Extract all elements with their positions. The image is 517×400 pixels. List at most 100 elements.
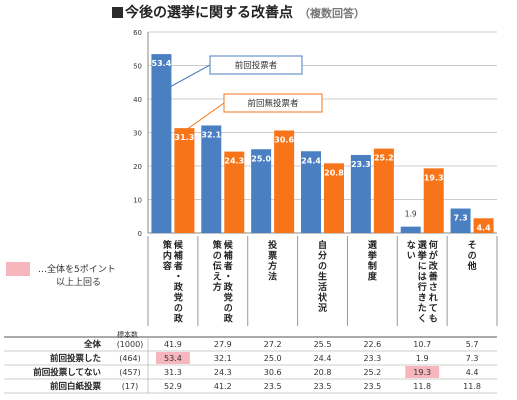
- table-cell-3-3: 23.5: [314, 382, 332, 391]
- table-cell-3-6: 11.8: [463, 382, 481, 391]
- category-label-1-char-0-0: 候: [224, 239, 234, 251]
- category-label-5-char-0-5: れ: [429, 293, 438, 304]
- legend-series-0-label: 前回投票者: [235, 60, 278, 71]
- category-label-1-char-1-0: 策: [212, 239, 223, 251]
- chart-subtitle: （複数回答）: [299, 7, 365, 20]
- category-label-5-char-0-0: 何: [429, 239, 438, 251]
- category-label-3-char-0-6: 況: [318, 302, 327, 314]
- category-label-5-char-1-7: く: [418, 314, 427, 325]
- table-cell-0-3: 25.5: [314, 340, 332, 349]
- bar-value-label-0-6: 7.3: [453, 214, 467, 223]
- category-label-5-char-1-3: は: [418, 272, 427, 283]
- category-label-1-char-0-5: 党: [224, 292, 233, 304]
- sample-size-header: 標本数: [117, 331, 138, 339]
- category-label-5-char-0-3: 善: [429, 271, 438, 283]
- category-label-1-char-0-4: 政: [224, 281, 234, 293]
- category-label-2-char-0-1: 票: [268, 250, 277, 262]
- category-label-5-char-0-7: も: [429, 314, 438, 325]
- bar-value-label-1-6: 4.4: [476, 223, 491, 232]
- category-label-4-char-0-2: 制: [368, 260, 377, 272]
- category-label-5-char-1-1: 挙: [417, 250, 428, 262]
- table-highlight-2-5: [405, 366, 440, 378]
- table-cell-2-6: 4.4: [466, 368, 479, 377]
- highlight-legend-line-1: …全体を5ポイント: [38, 265, 116, 275]
- category-label-0-char-0-3: ・: [174, 273, 183, 283]
- category-label-1-char-0-3: ・: [224, 273, 233, 283]
- chart-title: 今後の選挙に関する改善点 （複数回答）: [112, 2, 365, 22]
- category-label-0-char-0-7: 政: [174, 313, 184, 325]
- table-row-n-2: (457): [119, 368, 141, 377]
- category-label-5-char-2-0: な: [407, 240, 416, 251]
- y-tick-label-40: 40: [133, 96, 142, 104]
- category-label-5-char-1-5: き: [418, 293, 427, 304]
- category-label-4-char-0-1: 挙: [367, 250, 378, 262]
- table-cell-2-0: 31.3: [164, 368, 182, 377]
- category-label-2-char-0-3: 法: [268, 271, 277, 283]
- category-label-5-char-0-1: が: [429, 250, 439, 262]
- table-cell-1-0: 53.4: [164, 354, 182, 363]
- bar-value-label-1-3: 20.8: [324, 168, 344, 177]
- bar-0-5: [400, 226, 421, 233]
- category-label-3-char-0-0: 自: [318, 239, 327, 251]
- category-label-3-char-0-5: 状: [318, 292, 328, 304]
- table-highlight-1-0: [156, 352, 190, 364]
- category-label-5-char-0-2: 改: [429, 260, 439, 272]
- table-row-label-0: 全体: [83, 339, 102, 350]
- table-cell-3-4: 23.5: [363, 382, 381, 391]
- category-label-1-char-0-1: 補: [223, 250, 233, 262]
- category-label-1-char-0-7: 政: [224, 313, 234, 325]
- bar-1-5: [423, 168, 444, 233]
- category-label-1-char-1-4: 方: [213, 281, 222, 293]
- table-cell-3-2: 23.5: [264, 382, 282, 391]
- category-label-0-char-1-2: 容: [162, 260, 172, 272]
- bar-1-6: [473, 218, 494, 233]
- category-label-1-char-0-2: 者: [223, 260, 233, 272]
- bar-1-1: [224, 151, 245, 233]
- table-cell-0-5: 10.7: [413, 340, 431, 349]
- table-cell-1-1: 32.1: [214, 354, 232, 363]
- y-tick-label-30: 30: [133, 130, 142, 138]
- bar-value-label-1-5: 19.3: [424, 173, 444, 182]
- table-cell-0-4: 22.6: [363, 340, 381, 349]
- table-cell-3-5: 11.8: [413, 382, 431, 391]
- legend-series-0-pointer: [167, 64, 211, 89]
- category-label-5-char-0-4: さ: [429, 282, 438, 293]
- highlight-legend-swatch: [6, 262, 30, 276]
- bar-1-3: [324, 163, 344, 233]
- category-label-5-char-1-2: に: [418, 261, 427, 272]
- bar-1-4: [373, 148, 394, 233]
- bar-value-label-1-4: 25.2: [374, 154, 394, 163]
- table-cell-0-2: 27.2: [264, 340, 282, 349]
- y-tick-label-60: 60: [133, 29, 142, 37]
- bar-value-label-1-2: 30.6: [274, 135, 294, 144]
- category-label-0-char-0-1: 補: [173, 250, 183, 262]
- category-label-0-char-0-4: 政: [174, 281, 184, 293]
- table-cell-1-5: 1.9: [416, 354, 429, 363]
- bar-value-label-1-0: 31.3: [175, 133, 195, 142]
- table-cell-1-4: 23.3: [363, 354, 381, 363]
- table-row-n-3: (17): [122, 382, 138, 391]
- category-label-5-char-1-4: 行: [417, 281, 427, 293]
- category-label-0-char-0-2: 者: [173, 260, 183, 272]
- category-label-6-char-0-1: の: [468, 251, 477, 262]
- category-label-0-char-1-0: 策: [162, 239, 173, 251]
- category-label-6-char-0-0: そ: [468, 240, 477, 251]
- legend-series-1-pointer: [185, 102, 225, 131]
- bar-0-1: [201, 125, 222, 233]
- category-label-4-char-0-0: 選: [368, 240, 378, 251]
- table-row-n-0: (1000): [117, 340, 144, 349]
- title-text: 今後の選挙に関する改善点: [125, 5, 293, 21]
- table-cell-0-1: 27.9: [214, 340, 232, 349]
- table-row-label-1: 前回投票した: [50, 353, 101, 364]
- highlight-legend-line-2: 以上上回る: [56, 278, 102, 288]
- category-label-1-char-1-3: え: [213, 272, 222, 283]
- category-label-1-char-1-2: 伝: [213, 260, 222, 272]
- bar-0-3: [301, 151, 321, 233]
- bar-0-6: [450, 208, 471, 233]
- legend-series-1-box: [223, 93, 323, 113]
- title-square-icon: [112, 7, 123, 18]
- y-tick-label-50: 50: [133, 63, 142, 71]
- category-label-6-char-0-2: 他: [467, 260, 477, 272]
- table-cell-1-2: 25.0: [264, 354, 282, 363]
